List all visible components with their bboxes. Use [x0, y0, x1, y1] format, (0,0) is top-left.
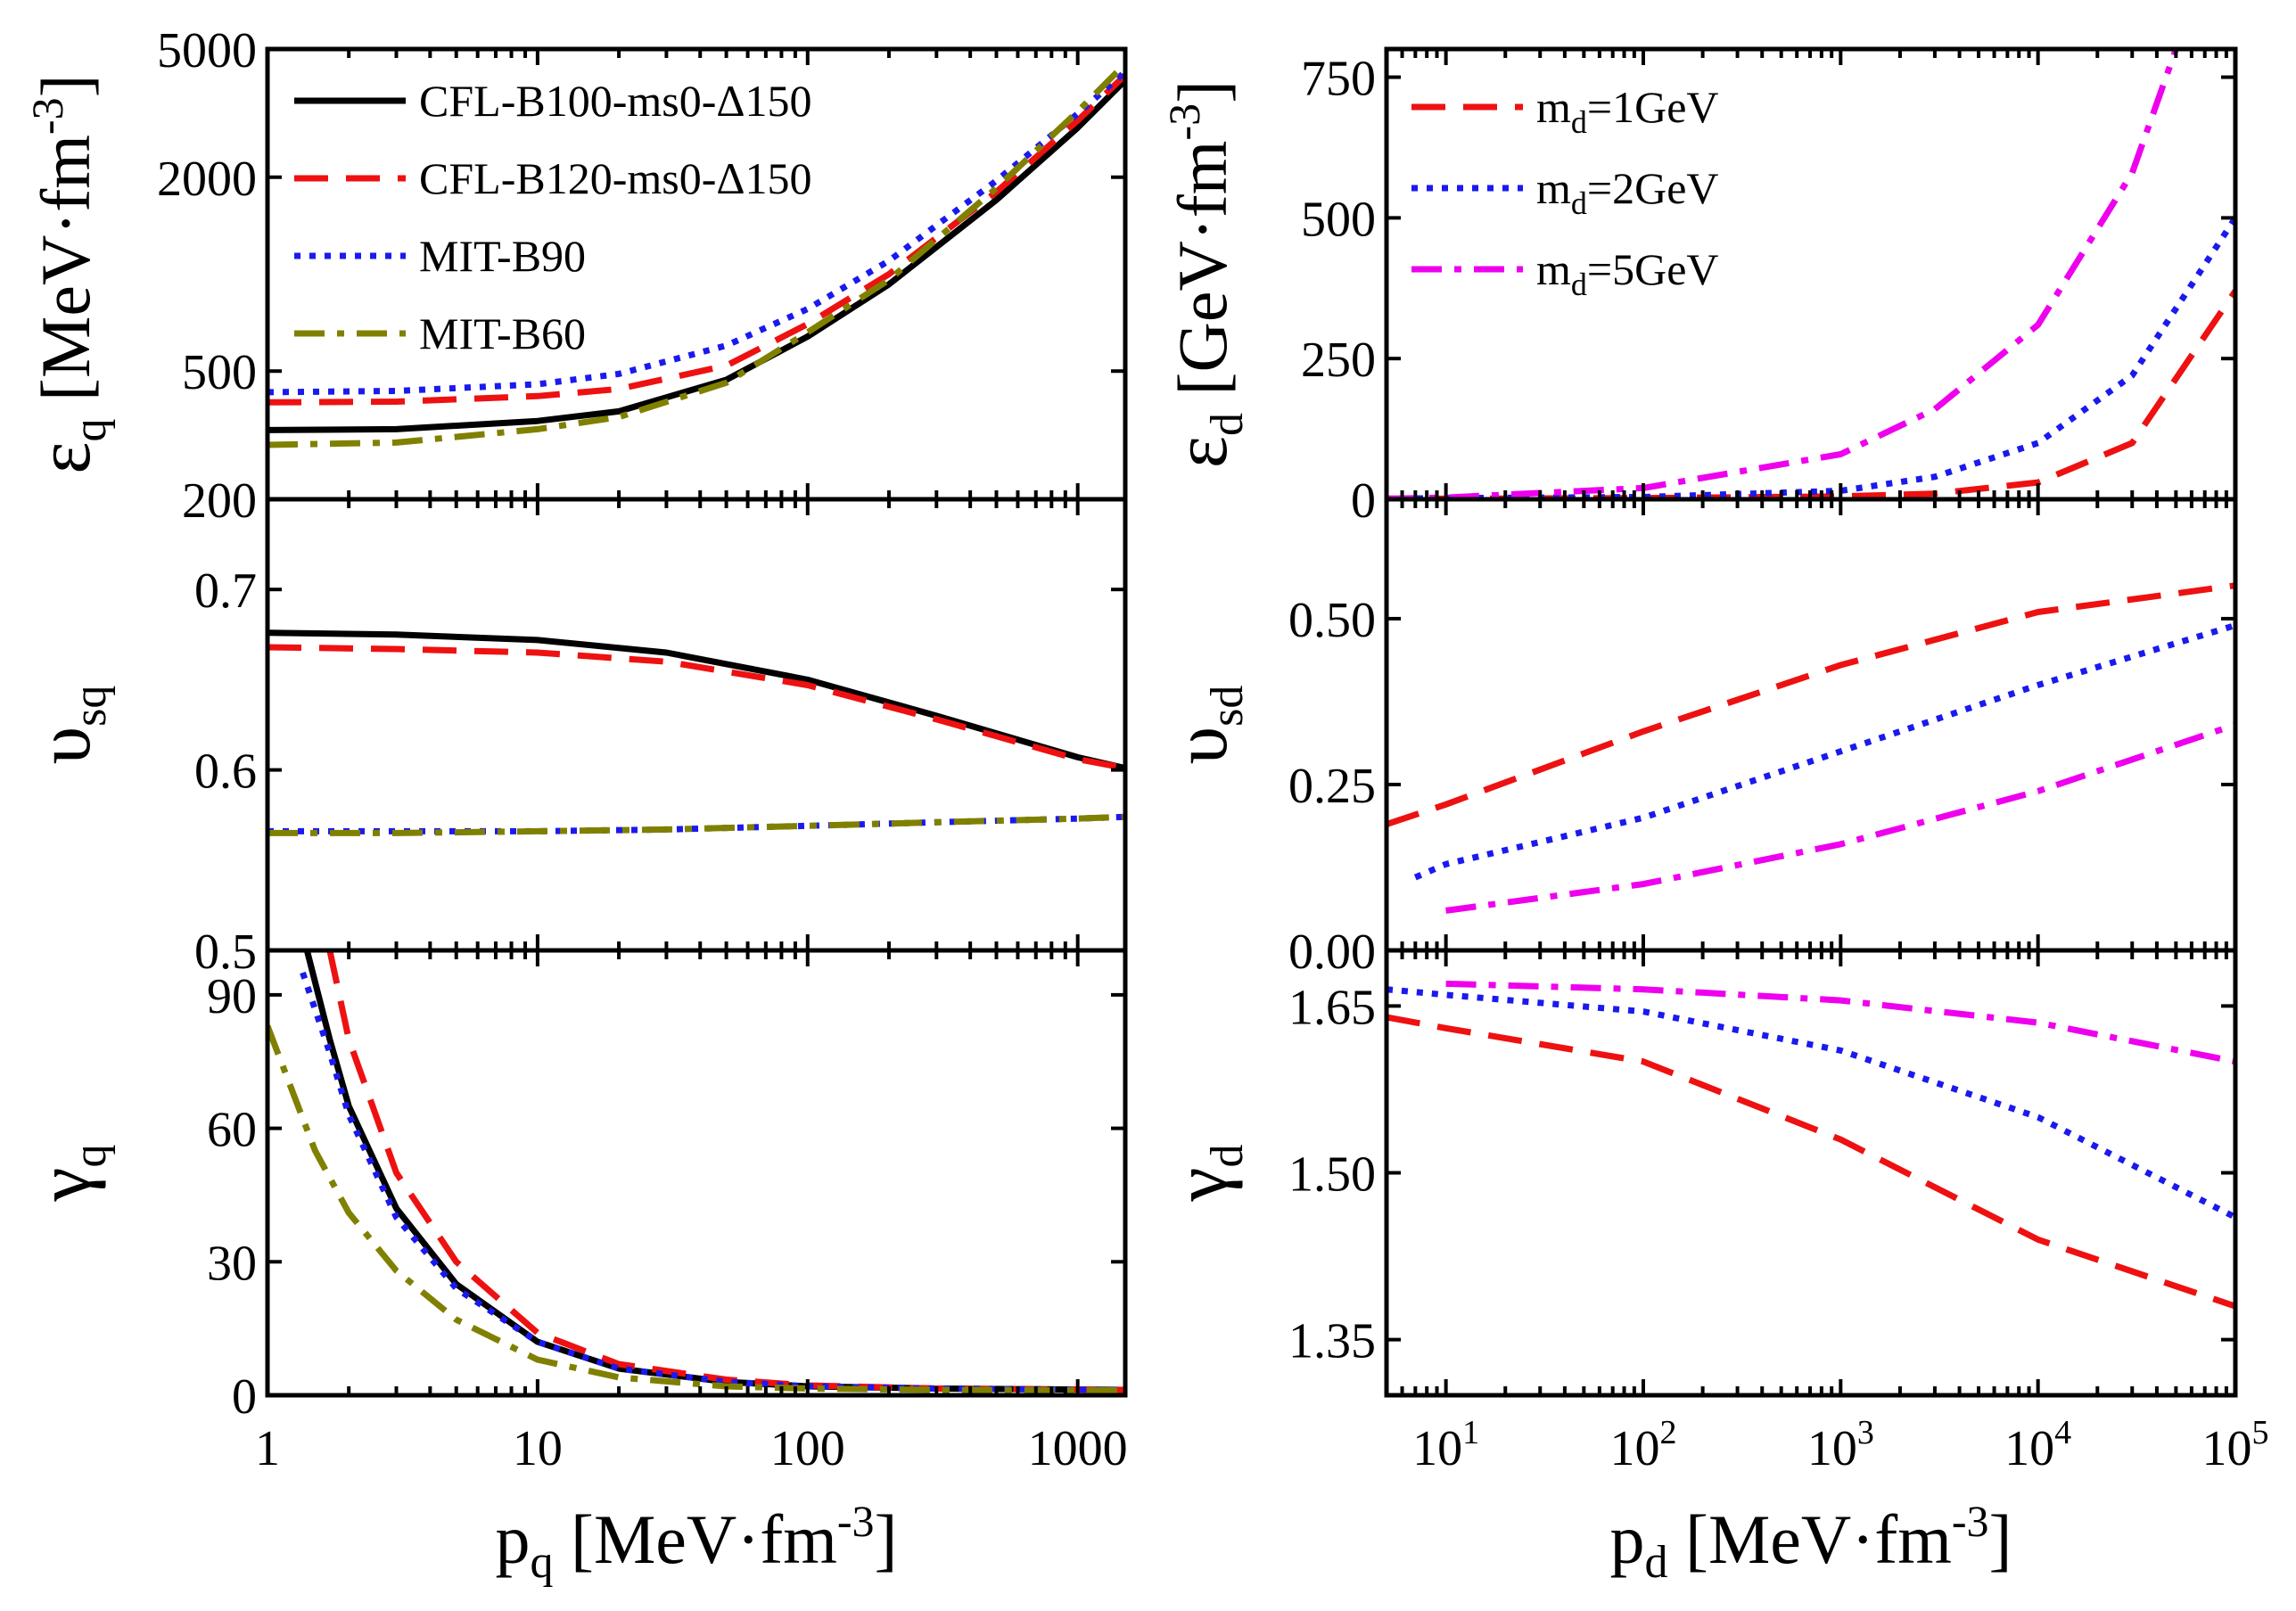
eq-ytick-label: 200 — [182, 473, 257, 529]
gd-ytick-label: 1.35 — [1288, 1314, 1376, 1369]
vsq-series-group — [267, 629, 1125, 836]
ed-legend-label-1: md=1GeV — [1536, 82, 1719, 140]
eq-series-line-1 — [267, 78, 1125, 433]
vsd-y-axis-title: υsd — [1157, 686, 1253, 765]
gd-series-group — [1387, 980, 2235, 1310]
gd-ytick-label: 1.50 — [1288, 1147, 1376, 1203]
eq-legend: CFL-B100-ms0-Δ150 CFL-B120-ms0-Δ150 MIT-B9… — [294, 76, 812, 358]
vsq-series-line-4 — [267, 813, 1125, 836]
ed-legend-label-2: md=2GeV — [1536, 163, 1719, 221]
gd-series-line-1 — [1387, 1014, 2235, 1310]
gd-xtick-label: 105 — [2202, 1414, 2269, 1476]
gd-xtick-label: 102 — [1609, 1414, 1676, 1476]
gq-ytick-label: 30 — [207, 1236, 257, 1291]
gd-y-axis-title: γd — [1157, 1144, 1253, 1202]
gd-xtick-label: 103 — [1807, 1414, 1874, 1476]
ed-series-group — [1387, 49, 2235, 499]
vsd-series-line-3 — [1445, 721, 2235, 914]
eq-series-group — [267, 62, 1125, 448]
vsq-ytick-label: 0.5 — [194, 925, 257, 980]
ed-ytick-label: 500 — [1301, 192, 1376, 247]
vsq-ytick-label: 0.6 — [194, 744, 257, 800]
gq-series-line-1 — [303, 950, 1125, 1393]
gq-xtick-label: 1 — [255, 1421, 280, 1476]
vsd-ytick-label: 0.25 — [1288, 759, 1376, 814]
ed-legend-label-3: md=5GeV — [1536, 244, 1719, 302]
ed-y-axis-title: εd [GeV·fm-3] — [1157, 80, 1253, 468]
vsd-ytick-label: 0.00 — [1288, 925, 1376, 980]
ed-series-line-1 — [1387, 289, 2235, 499]
panel-vsq: 0.5 0.6 0.7 υsq — [21, 497, 1128, 980]
gd-ytick-label: 1.65 — [1288, 980, 1376, 1035]
gq-x-axis-title: pq [MeV·fm-3] — [495, 1496, 897, 1588]
gd-series-line-2 — [1387, 986, 2235, 1221]
panel-gd: 1.35 1.50 1.65 101 102 103 104 105 pd [MeV·fm-3]… — [1157, 948, 2269, 1588]
gq-series-line-4 — [267, 1024, 1125, 1393]
vsq-axes-frame — [265, 497, 1128, 953]
eq-series-line-2 — [267, 72, 1125, 406]
panel-eq: 200 500 2000 5000 εq [MeV·fm-3] CFL-B100-ms0-… — [21, 23, 1128, 529]
vsq-series-line-1 — [267, 629, 1125, 772]
gd-series-line-3 — [1445, 980, 2235, 1065]
eq-ytick-label: 5000 — [157, 23, 257, 78]
vsd-ytick-label: 0.50 — [1288, 593, 1376, 648]
ed-axes-frame — [1384, 46, 2238, 502]
ed-ytick-label: 250 — [1301, 333, 1376, 388]
vsd-series-line-1 — [1387, 582, 2235, 827]
eq-ytick-label: 2000 — [157, 152, 257, 207]
eq-ytick-label: 500 — [182, 345, 257, 400]
eq-series-line-4 — [267, 62, 1125, 448]
gd-x-axis-title: pd [MeV·fm-3] — [1609, 1496, 2012, 1588]
gq-xtick-label: 100 — [770, 1421, 845, 1476]
panel-vsd: 0.00 0.25 0.50 υsd — [1157, 497, 2238, 980]
vsq-ytick-label: 0.7 — [194, 563, 257, 619]
eq-legend-label-3: MIT-B90 — [419, 231, 586, 281]
vsd-axes-frame — [1384, 497, 2238, 953]
panel-gq: 0 30 60 90 1 10 100 1000 pq [MeV·fm-3] γq — [21, 948, 1128, 1588]
ed-series-line-2 — [1387, 216, 2235, 499]
gd-xtick-label: 101 — [1412, 1414, 1479, 1476]
gq-y-axis-title: γq — [21, 1144, 116, 1202]
eq-y-axis-title: εq [MeV·fm-3] — [21, 74, 116, 473]
gq-axes-frame — [265, 948, 1128, 1398]
gd-axes-frame — [1384, 948, 2238, 1398]
vsq-series-line-2 — [267, 644, 1125, 772]
ed-legend: md=1GeV md=2GeV md=5GeV — [1411, 82, 1719, 302]
gq-series-line-2 — [326, 950, 1125, 1393]
ed-ytick-label: 750 — [1301, 52, 1376, 107]
gq-ytick-label: 90 — [207, 969, 257, 1024]
gd-xtick-label: 104 — [2004, 1414, 2071, 1476]
ed-series-line-3 — [1387, 49, 2179, 499]
gq-xtick-label: 1000 — [1028, 1421, 1128, 1476]
vsd-series-group — [1387, 582, 2235, 914]
gq-series-group — [267, 950, 1125, 1393]
vsd-series-line-2 — [1413, 622, 2235, 881]
gq-xtick-label: 10 — [513, 1421, 563, 1476]
ed-ytick-label: 0 — [1351, 473, 1376, 529]
eq-legend-label-2: CFL-B120-ms0-Δ150 — [419, 153, 812, 203]
vsq-series-line-3 — [267, 813, 1125, 834]
gq-ytick-label: 60 — [207, 1103, 257, 1158]
gq-series-line-3 — [300, 971, 1125, 1393]
eq-legend-label-4: MIT-B60 — [419, 308, 586, 358]
vsq-y-axis-title: υsq — [21, 686, 116, 765]
eq-legend-label-1: CFL-B100-ms0-Δ150 — [419, 76, 812, 126]
gq-ytick-label: 0 — [232, 1369, 257, 1425]
